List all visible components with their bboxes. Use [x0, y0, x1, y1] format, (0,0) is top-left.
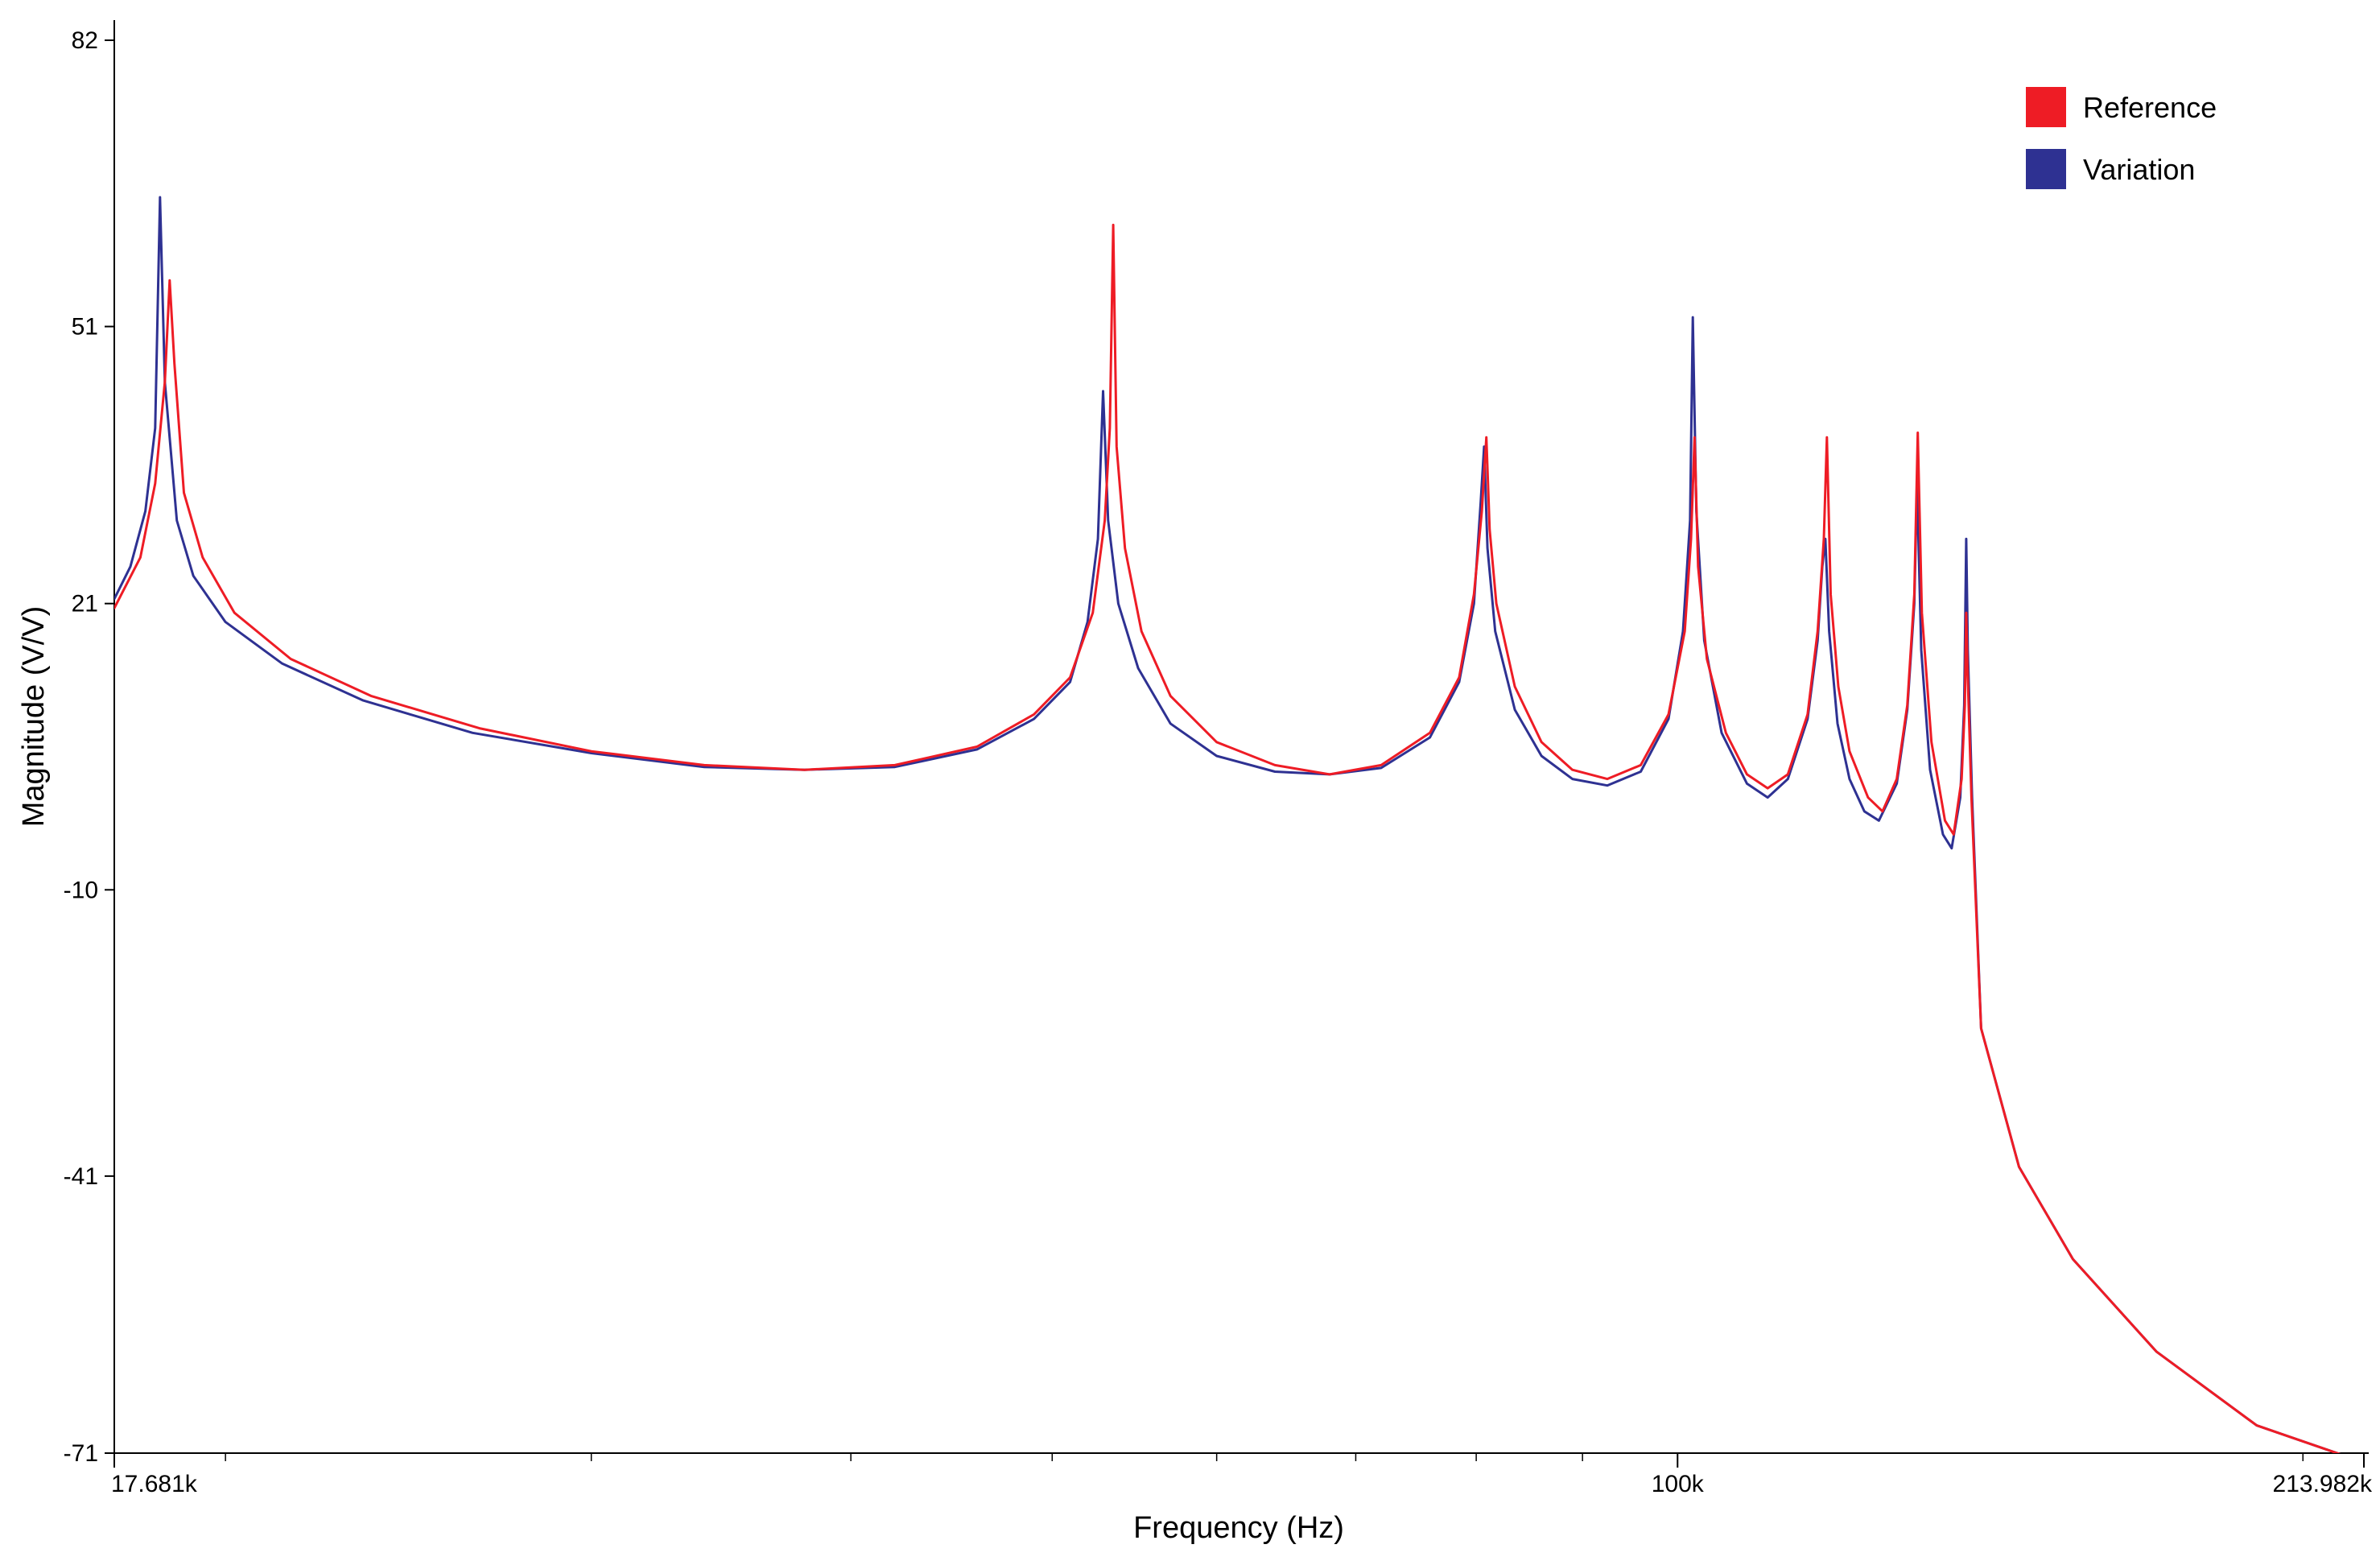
- y-tick-label: -71: [64, 1440, 98, 1467]
- series-group: [114, 196, 2341, 1453]
- legend-label-reference: Reference: [2083, 91, 2217, 124]
- x-tick-label: 213.982k: [2273, 1471, 2373, 1497]
- tick-labels: 82 51 21 -10 -41 -71 17.681k 100k 213.982k: [64, 27, 2373, 1497]
- y-tick-label: 51: [72, 314, 98, 341]
- legend-swatch-variation: [2026, 149, 2066, 189]
- x-axis-title: Frequency (Hz): [1133, 1511, 1344, 1545]
- y-tick-label: -10: [64, 877, 98, 903]
- y-tick-label: 82: [72, 27, 98, 54]
- legend-label-variation: Variation: [2083, 153, 2195, 186]
- y-axis-title: Magnitude (V/V): [17, 606, 51, 828]
- series-line-reference: [114, 223, 2341, 1453]
- series-line-variation: [114, 196, 2341, 1453]
- legend-swatch-reference: [2026, 87, 2066, 127]
- y-tick-label: -41: [64, 1163, 98, 1190]
- x-tick-label: 100k: [1652, 1471, 1705, 1497]
- axes: [105, 20, 2369, 1468]
- legend: Reference Variation: [2026, 87, 2217, 189]
- y-tick-label: 21: [72, 591, 98, 617]
- x-tick-label: 17.681k: [111, 1471, 198, 1497]
